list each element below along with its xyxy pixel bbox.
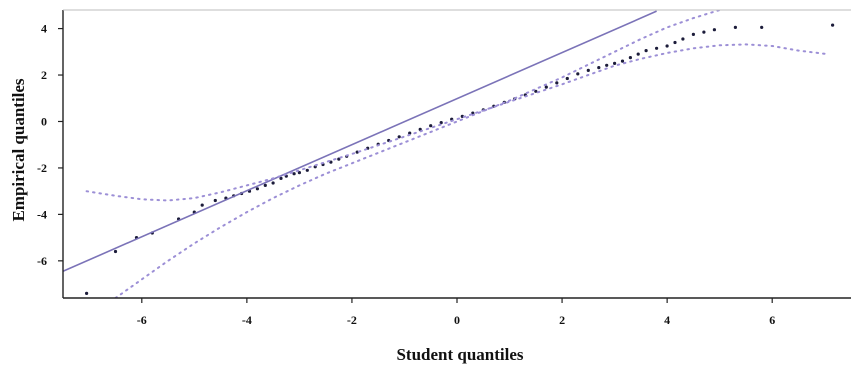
data-point bbox=[200, 203, 204, 207]
x-axis-title: Student quantiles bbox=[396, 345, 523, 364]
data-point bbox=[586, 68, 590, 72]
x-tick-label: -4 bbox=[242, 313, 252, 327]
data-point bbox=[665, 44, 669, 48]
data-point bbox=[673, 40, 677, 45]
data-point bbox=[263, 183, 267, 187]
data-point bbox=[534, 89, 538, 93]
data-point bbox=[213, 198, 217, 203]
y-tick-label: 2 bbox=[41, 68, 47, 82]
data-point bbox=[555, 81, 559, 85]
upper-envelope-curve bbox=[85, 43, 829, 202]
data-point bbox=[565, 76, 569, 81]
y-tick-label: -6 bbox=[37, 254, 47, 268]
y-axis-title: Empirical quantiles bbox=[9, 78, 28, 221]
data-point bbox=[691, 32, 696, 37]
data-point bbox=[644, 49, 648, 53]
data-point bbox=[628, 56, 633, 60]
data-point bbox=[681, 37, 685, 41]
data-point bbox=[292, 172, 296, 176]
y-tick-label: 4 bbox=[41, 22, 47, 36]
data-point bbox=[397, 135, 401, 139]
data-point bbox=[636, 52, 640, 56]
data-point bbox=[439, 121, 443, 125]
data-point bbox=[831, 23, 835, 27]
data-point bbox=[576, 72, 580, 76]
x-tick-label: -2 bbox=[347, 313, 357, 327]
data-point bbox=[279, 176, 283, 180]
data-point bbox=[712, 28, 717, 32]
data-point bbox=[297, 171, 301, 175]
data-point bbox=[408, 131, 412, 135]
data-point bbox=[733, 25, 738, 29]
x-tick-label: 2 bbox=[559, 313, 565, 327]
x-tick-label: 0 bbox=[454, 313, 460, 327]
y-tick-label: -4 bbox=[37, 207, 47, 221]
y-tick-label: 0 bbox=[41, 114, 47, 128]
data-point bbox=[271, 181, 275, 185]
x-tick-label: 6 bbox=[769, 313, 775, 327]
data-point bbox=[597, 66, 601, 70]
data-point bbox=[655, 46, 659, 50]
data-point bbox=[702, 30, 706, 34]
reference-line bbox=[63, 10, 657, 273]
x-tick-label: 4 bbox=[664, 313, 670, 327]
data-point bbox=[113, 249, 118, 254]
lower-envelope-curve bbox=[114, 10, 721, 298]
data-point bbox=[544, 85, 548, 89]
data-point bbox=[605, 63, 609, 67]
data-point bbox=[620, 59, 625, 63]
data-point bbox=[85, 291, 89, 295]
y-tick-label: -2 bbox=[37, 161, 47, 175]
data-point bbox=[760, 25, 764, 29]
axes: -6 -4 -2 0 2 4 6 -6 -4 -2 0 2 4 bbox=[37, 9, 851, 327]
plot-area bbox=[63, 10, 835, 298]
data-point bbox=[255, 187, 259, 191]
data-point bbox=[305, 168, 309, 172]
data-point bbox=[613, 61, 617, 65]
x-tick-label: -6 bbox=[137, 313, 147, 327]
data-point bbox=[429, 124, 433, 128]
